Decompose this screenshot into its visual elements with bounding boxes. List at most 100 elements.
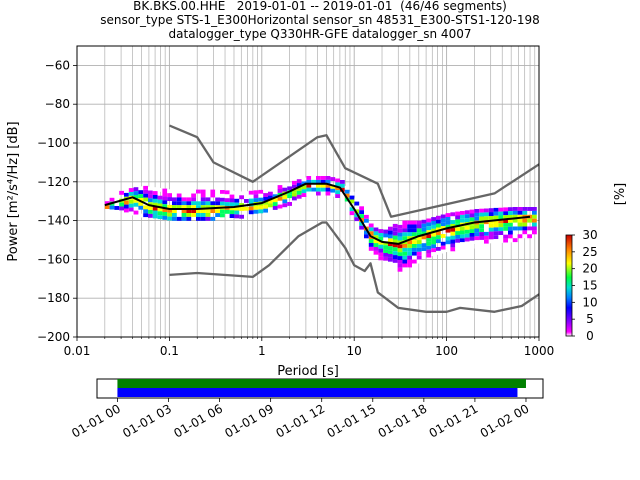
density-cell [522,210,528,215]
density-cell [186,213,192,217]
density-cell [359,210,364,215]
density-cell [133,187,139,192]
density-cell [388,230,393,235]
density-cell [325,191,331,196]
y-tick-label: −120 [37,175,70,189]
density-cell [493,231,499,236]
density-cell [138,190,144,195]
density-cell [402,263,408,268]
density-cell [498,227,504,232]
density-cell [210,216,216,221]
density-cell [440,214,446,219]
density-cell [512,210,518,215]
density-cell [498,231,504,235]
density-cell [450,231,456,236]
density-cell [412,247,417,252]
density-cell [469,236,475,241]
density-cell [392,227,398,232]
density-cell [205,205,211,210]
density-cell [181,197,187,202]
density-cell [359,206,364,211]
density-cell [244,191,249,196]
density-cell [104,205,110,209]
density-cell [335,194,340,198]
density-cell [498,211,504,216]
density-cell [426,245,432,250]
density-cell [416,236,422,241]
density-cell [464,241,470,246]
y-tick-label: −80 [45,97,70,111]
density-cell [162,200,168,205]
density-cell [181,216,187,221]
density-cell [143,189,148,194]
coverage-bar-green [117,379,526,388]
density-cell [128,207,134,212]
density-cell [124,208,129,213]
density-cell [373,231,379,236]
density-cell [364,230,369,235]
density-cell [205,209,211,213]
x-tick-label: 10 [347,344,362,358]
y-axis-label: Power [m²/s⁴/Hz] [dB] [6,121,21,261]
density-cell [469,233,475,237]
density-cell [532,218,537,223]
density-cell [517,207,523,211]
density-cell [440,241,446,246]
density-cell [392,231,398,236]
density-cell [133,191,139,195]
density-cell [301,193,307,197]
density-cell [503,223,508,227]
density-cell [508,238,513,243]
density-cell [296,183,302,187]
density-cell [282,195,288,200]
density-cell [474,232,480,237]
density-cell [522,222,528,227]
density-cell [138,194,144,198]
density-cell [460,242,465,247]
density-cell [368,231,374,236]
density-cell [133,202,139,207]
density-cell [488,219,494,224]
density-cell [186,189,192,194]
density-cell [464,225,470,230]
density-cell [263,208,268,213]
density-cell [258,205,264,210]
density-cell [196,209,201,213]
density-cell [200,216,206,221]
density-cell [349,207,355,212]
density-cell [277,196,283,201]
density-cell [484,231,489,236]
density-cell [445,213,451,217]
density-cell [508,215,513,219]
density-cell [124,192,129,197]
density-cell [282,199,288,204]
density-cell [407,244,412,248]
density-cell [431,248,436,253]
density-cell [488,212,494,216]
density-cell [220,201,225,206]
density-cell [407,228,412,233]
density-cell [517,234,523,239]
density-cell [148,198,153,203]
density-cell [268,195,273,200]
density-cell [244,195,249,199]
chart-title-line-2: sensor_type STS-1_E300Horizontal sensor_… [100,13,540,27]
density-cell [143,197,148,202]
density-cell [508,207,513,212]
density-cell [196,205,201,210]
density-cell [407,220,412,225]
density-cell [436,247,441,251]
density-cell [215,201,220,206]
density-cell [431,244,436,249]
density-cell [229,206,235,211]
density-cell [181,189,187,194]
density-cell [503,207,508,212]
density-cell [128,203,134,208]
density-cell [263,200,268,205]
density-cell [200,197,206,202]
colorbar-tick-label: 5 [586,312,594,326]
density-cell [469,217,475,222]
density-cell [503,215,508,220]
density-cell [148,202,153,207]
density-cell [412,228,417,233]
